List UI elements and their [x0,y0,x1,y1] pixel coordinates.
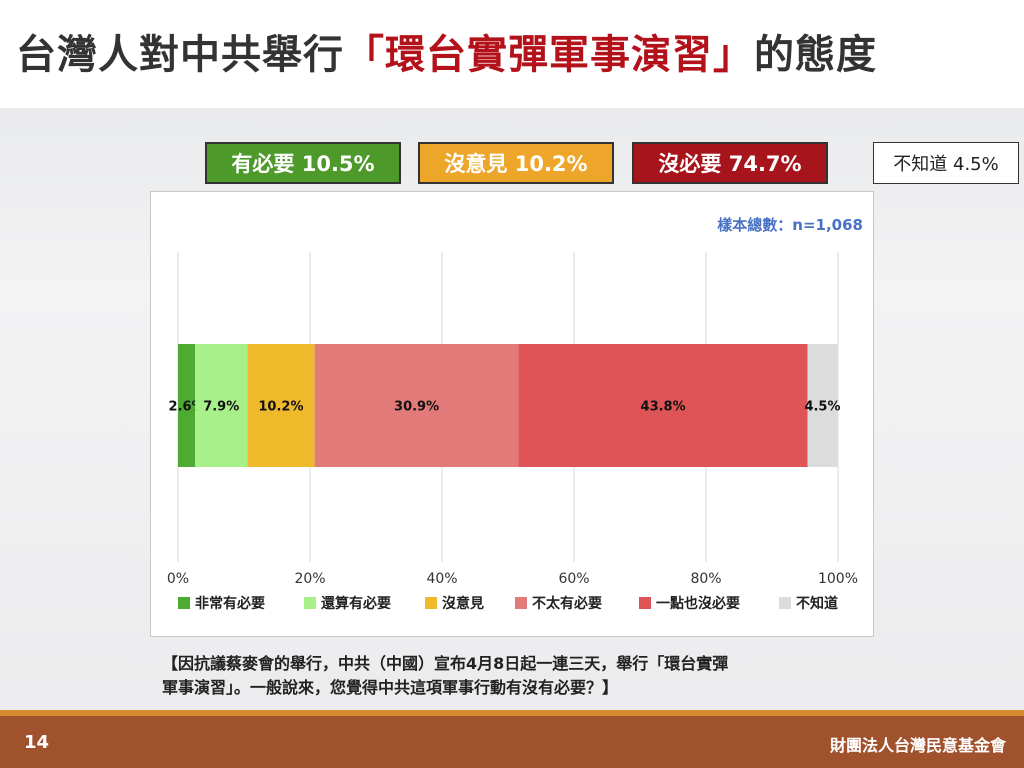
x-tick-label: 80% [690,571,721,587]
title-suffix: 的態度 [754,32,877,78]
x-tick-label: 20% [294,571,325,587]
summary-unnecessary-box: 沒必要 74.7% [632,142,828,184]
footer: 14 財團法人台灣民意基金會 [0,716,1024,768]
summary-necessary-box: 有必要 10.5% [205,142,401,184]
survey-question: 【因抗議蔡麥會的舉行，中共（中國）宣布4月8日起一連三天，舉行「環台實彈 軍事演… [162,652,882,700]
legend-swatch [779,597,791,609]
bar-segment [247,344,315,467]
data-label: 7.9% [203,400,239,415]
legend-swatch [304,597,316,609]
legend-label: 非常有必要 [195,595,265,612]
page-title: 台灣人對中共舉行「環台實彈軍事演習」的態度 [16,22,877,80]
sample-size-note: 樣本總數：n=1,068 [717,216,863,234]
bar-segment [807,344,838,467]
organization-name: 財團法人台灣民意基金會 [829,736,1006,755]
x-tick-label: 0% [167,571,189,587]
legend-swatch [178,597,190,609]
bar-segment [518,344,808,467]
legend-label: 不太有必要 [532,595,602,612]
x-tick-label: 100% [818,571,858,587]
page-number: 14 [24,732,50,753]
legend-swatch [515,597,527,609]
data-label: 10.2% [258,400,303,415]
legend-swatch [639,597,651,609]
stacked-bar-chart: 0% 20% 40% 60% 80% 100%2.6%7.9% 10.2% 30.9% 43.8… [167,252,858,612]
footer-stripe [0,710,1024,716]
summary-no-opinion-box: 沒意見 10.2% [418,142,614,184]
question-line-2: 軍事演習」。一般說來，您覺得中共這項軍事行動有沒有必要？】 [162,678,619,697]
bar-segment [178,344,196,467]
title-bar: 台灣人對中共舉行「環台實彈軍事演習」的態度 [0,0,1024,108]
legend-label: 還算有必要 [321,595,391,612]
question-line-1: 【因抗議蔡麥會的舉行，中共（中國）宣布4月8日起一連三天，舉行「環台實彈 [162,654,729,673]
legend-label: 沒意見 [442,595,484,612]
summary-unknown-box: 不知道 4.5% [873,142,1019,184]
bar-segment [314,344,519,467]
legend-label: 一點也沒必要 [656,595,740,612]
x-tick-label: 40% [426,571,457,587]
legend-label: 不知道 [796,595,838,612]
data-label: 4.5% [804,400,840,415]
bar-segment [195,344,248,467]
legend-swatch [425,597,437,609]
x-tick-label: 60% [558,571,589,587]
data-label: 30.9% [394,400,439,415]
chart-panel: 樣本總數：n=1,068 0% 20% 40% 60% 80% 100% 2.6% 7.9% 1… [150,191,874,637]
title-highlight: 「環台實彈軍事演習」 [344,32,754,78]
data-label: 43.8% [641,400,686,415]
title-prefix: 台灣人對中共舉行 [16,32,344,78]
